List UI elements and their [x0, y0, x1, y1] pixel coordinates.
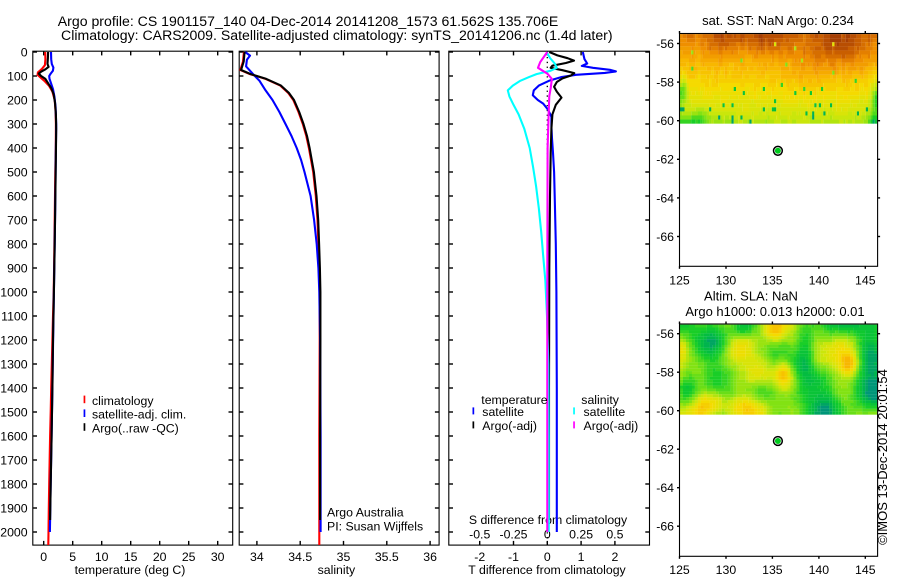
svg-text:Argo(-adj): Argo(-adj) — [482, 419, 537, 433]
svg-text:satellite: satellite — [482, 405, 524, 419]
svg-text:Argo(..raw -QC): Argo(..raw -QC) — [92, 421, 179, 435]
svg-text:700: 700 — [7, 213, 28, 227]
svg-text:1700: 1700 — [0, 453, 28, 467]
svg-text:0.25: 0.25 — [569, 528, 593, 542]
svg-text:satellite-adj. clim.: satellite-adj. clim. — [92, 408, 186, 422]
svg-text:-0.5: -0.5 — [469, 528, 490, 542]
svg-text:34.5: 34.5 — [288, 550, 312, 564]
svg-text:-1: -1 — [508, 550, 519, 564]
svg-text:1200: 1200 — [0, 333, 28, 347]
svg-text:5: 5 — [69, 550, 76, 564]
svg-text:Argo h1000: 0.013 h2000: 0.01: Argo h1000: 0.013 h2000: 0.01 — [685, 304, 864, 319]
svg-text:145: 145 — [855, 274, 876, 288]
svg-text:400: 400 — [7, 141, 28, 155]
svg-text:1000: 1000 — [0, 285, 28, 299]
svg-text:temperature: temperature — [481, 393, 547, 407]
svg-text:30: 30 — [211, 550, 225, 564]
svg-text:-66: -66 — [656, 520, 674, 534]
svg-text:-0.25: -0.25 — [499, 528, 527, 542]
svg-text:1900: 1900 — [0, 501, 28, 515]
svg-text:0: 0 — [21, 45, 28, 59]
svg-text:135: 135 — [762, 274, 783, 288]
svg-text:Argo profile: CS 1901157_140 0: Argo profile: CS 1901157_140 04-Dec-2014… — [58, 13, 558, 29]
svg-text:600: 600 — [7, 189, 28, 203]
svg-text:Altim. SLA: NaN: Altim. SLA: NaN — [704, 288, 798, 303]
svg-text:T difference from climatology: T difference from climatology — [468, 563, 626, 577]
svg-text:130: 130 — [716, 274, 737, 288]
svg-text:135: 135 — [762, 563, 783, 577]
svg-text:-60: -60 — [656, 114, 674, 128]
svg-text:-66: -66 — [656, 230, 674, 244]
svg-text:200: 200 — [7, 93, 28, 107]
svg-text:-60: -60 — [656, 404, 674, 418]
svg-text:35: 35 — [337, 550, 351, 564]
svg-text:2: 2 — [611, 550, 618, 564]
svg-text:1: 1 — [578, 550, 585, 564]
svg-text:Climatology: CARS2009. Satelli: Climatology: CARS2009. Satellite-adjuste… — [61, 27, 613, 43]
svg-text:Argo Australia: Argo Australia — [327, 506, 404, 520]
svg-text:35.5: 35.5 — [375, 550, 399, 564]
svg-text:500: 500 — [7, 165, 28, 179]
svg-text:140: 140 — [809, 274, 830, 288]
svg-text:1100: 1100 — [1, 309, 28, 323]
svg-text:salinity: salinity — [318, 563, 356, 577]
svg-text:125: 125 — [669, 274, 690, 288]
svg-text:-64: -64 — [656, 481, 674, 495]
svg-text:satellite: satellite — [584, 405, 626, 419]
svg-text:125: 125 — [669, 563, 690, 577]
svg-text:climatology: climatology — [92, 394, 154, 408]
svg-text:130: 130 — [716, 563, 737, 577]
svg-text:-56: -56 — [656, 37, 674, 51]
svg-text:140: 140 — [809, 563, 830, 577]
svg-text:1400: 1400 — [0, 381, 28, 395]
svg-text:15: 15 — [124, 550, 138, 564]
svg-text:sat. SST: NaN Argo: 0.234: sat. SST: NaN Argo: 0.234 — [702, 13, 854, 28]
svg-text:800: 800 — [7, 237, 28, 251]
svg-text:©IMOS 13-Dec-2014 20:01:54: ©IMOS 13-Dec-2014 20:01:54 — [875, 369, 890, 545]
svg-text:145: 145 — [855, 563, 876, 577]
svg-text:PI: Susan Wijffels: PI: Susan Wijffels — [327, 519, 423, 533]
svg-text:-58: -58 — [656, 76, 674, 90]
svg-text:1500: 1500 — [0, 405, 28, 419]
svg-text:10: 10 — [95, 550, 109, 564]
svg-text:2000: 2000 — [0, 525, 28, 539]
svg-text:0.5: 0.5 — [606, 528, 623, 542]
svg-text:-62: -62 — [656, 443, 674, 457]
svg-text:1300: 1300 — [0, 357, 28, 371]
svg-text:36: 36 — [423, 550, 437, 564]
svg-text:-56: -56 — [656, 327, 674, 341]
svg-text:0: 0 — [40, 550, 47, 564]
svg-text:34: 34 — [250, 550, 264, 564]
svg-text:salinity: salinity — [581, 393, 619, 407]
svg-text:Argo(-adj): Argo(-adj) — [584, 419, 639, 433]
svg-text:300: 300 — [7, 117, 28, 131]
svg-text:-2: -2 — [474, 550, 485, 564]
svg-text:25: 25 — [182, 550, 196, 564]
svg-text:-62: -62 — [656, 153, 674, 167]
svg-text:1800: 1800 — [0, 477, 28, 491]
svg-text:900: 900 — [7, 261, 28, 275]
svg-text:20: 20 — [153, 550, 167, 564]
svg-text:0: 0 — [544, 550, 551, 564]
svg-text:temperature (deg C): temperature (deg C) — [75, 563, 186, 577]
svg-text:0: 0 — [544, 528, 551, 542]
svg-text:-58: -58 — [656, 366, 674, 380]
svg-text:1600: 1600 — [0, 429, 28, 443]
svg-text:-64: -64 — [656, 191, 674, 205]
svg-text:100: 100 — [7, 69, 28, 83]
